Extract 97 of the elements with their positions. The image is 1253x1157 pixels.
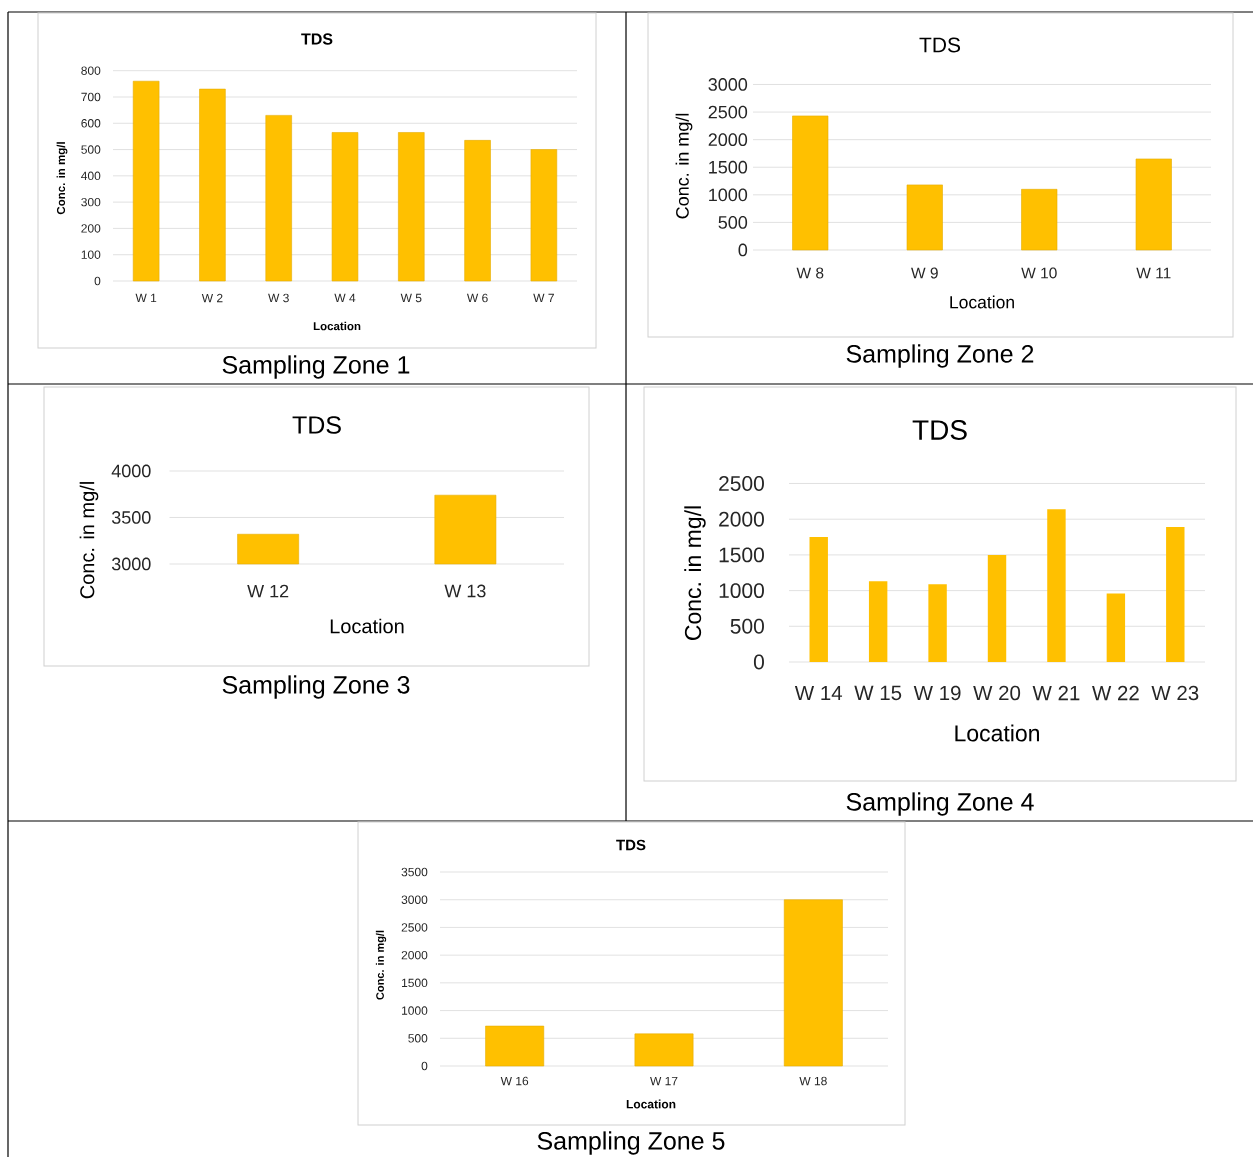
y-tick-label: 1500 — [719, 547, 764, 563]
y-tick-label: 500 — [730, 618, 764, 634]
y-tick-label: 3500 — [401, 867, 428, 877]
x-tick-label: W 14 — [794, 685, 843, 701]
bar — [634, 1033, 694, 1067]
bar — [1135, 158, 1172, 251]
y-tick-label: 0 — [738, 243, 748, 257]
bar — [199, 88, 226, 282]
x-tick-label: W 5 — [400, 293, 422, 303]
x-axis-title: Location — [626, 1099, 676, 1109]
y-axis-title: Conc. in mg/l — [684, 506, 706, 641]
text: Sampling Zone 1 — [222, 355, 410, 379]
y-axis-title: Conc. in mg/l — [375, 930, 387, 1000]
x-tick-label: W 15 — [854, 685, 902, 701]
y-tick-label: 1000 — [402, 1006, 428, 1015]
y-tick-label: 3500 — [111, 511, 151, 524]
bar — [1021, 189, 1058, 251]
y-tick-label: 3000 — [401, 895, 428, 904]
y-axis-title: Conc. in mg/l — [79, 482, 99, 599]
y-tick-label: 3000 — [111, 557, 151, 571]
x-tick-label: W 7 — [533, 293, 554, 303]
bar — [783, 899, 843, 1067]
x-tick-label: W 3 — [268, 293, 289, 303]
text: Sampling Zone 3 — [222, 675, 410, 699]
y-axis-title: Conc. in mg/l — [56, 142, 68, 215]
y-tick-label: 200 — [81, 224, 101, 233]
x-axis-title: Location — [313, 321, 361, 331]
x-tick-label: W 10 — [1021, 267, 1057, 279]
x-tick-label: W 21 — [1032, 685, 1080, 701]
y-tick-label: 1500 — [709, 160, 748, 174]
y-tick-label: 300 — [81, 197, 101, 207]
chart-title: TDS — [616, 839, 646, 851]
bar — [906, 184, 943, 251]
x-tick-label: W 18 — [799, 1076, 827, 1086]
text: Sampling Zone 2 — [846, 344, 1034, 368]
bar — [1166, 527, 1185, 662]
y-tick-label: 2000 — [708, 133, 748, 147]
text: Sampling Zone 4 — [846, 792, 1034, 816]
y-tick-label: 100 — [81, 250, 101, 259]
x-tick-label: W 9 — [911, 267, 938, 279]
y-tick-label: 2500 — [708, 105, 748, 119]
bar — [331, 132, 359, 282]
text: Sampling Zone 5 — [537, 1131, 725, 1155]
bar — [398, 132, 425, 282]
y-tick-label: 500 — [718, 216, 748, 229]
chart-title: TDS — [292, 416, 341, 434]
y-axis-title: Conc. in mg/l — [675, 113, 693, 219]
y-tick-label: 0 — [94, 276, 101, 286]
y-tick-label: 2500 — [719, 476, 764, 491]
bar — [792, 115, 829, 251]
y-tick-label: 600 — [81, 119, 101, 128]
y-tick-label: 500 — [408, 1034, 428, 1043]
x-axis-title: Location — [950, 295, 1014, 309]
chart-title: TDS — [912, 420, 967, 440]
x-tick-label: W 6 — [466, 293, 488, 303]
chart-title: TDS — [919, 37, 961, 53]
y-tick-label: 0 — [421, 1061, 428, 1071]
bar — [132, 80, 160, 282]
x-tick-label: W 17 — [650, 1076, 678, 1086]
bar — [1047, 509, 1066, 662]
y-tick-label: 500 — [81, 145, 101, 154]
y-tick-label: 800 — [81, 66, 101, 75]
x-tick-label: W 23 — [1151, 685, 1199, 701]
x-tick-label: W 12 — [247, 584, 289, 598]
y-tick-label: 2000 — [719, 511, 764, 527]
x-tick-label: W 8 — [796, 267, 824, 279]
x-axis-title: Location — [955, 724, 1039, 742]
y-tick-label: 4000 — [111, 464, 151, 478]
bar — [530, 149, 558, 282]
y-tick-label: 1000 — [709, 188, 748, 202]
x-tick-label: W 4 — [334, 293, 356, 303]
x-axis-title: Location — [330, 618, 404, 634]
y-tick-label: 700 — [81, 92, 101, 102]
y-tick-label: 0 — [753, 654, 764, 670]
y-tick-label: 1500 — [402, 978, 428, 988]
bar — [928, 584, 947, 662]
x-tick-label: W 11 — [1136, 267, 1171, 279]
y-tick-label: 2000 — [401, 950, 428, 960]
bar — [868, 581, 888, 662]
bar — [809, 537, 828, 662]
chart-title: TDS — [301, 33, 333, 45]
x-tick-label: W 1 — [135, 293, 157, 303]
x-tick-label: W 22 — [1092, 685, 1139, 701]
bar — [1106, 593, 1126, 662]
bar — [485, 1025, 545, 1067]
y-tick-label: 3000 — [708, 78, 748, 91]
x-tick-label: W 20 — [973, 685, 1021, 701]
y-tick-label: 400 — [81, 171, 101, 181]
x-tick-label: W 13 — [444, 584, 486, 598]
y-tick-label: 1000 — [719, 583, 764, 599]
y-tick-label: 2500 — [401, 923, 428, 932]
bar — [987, 554, 1007, 662]
x-tick-label: W 16 — [500, 1076, 529, 1086]
x-tick-label: W 2 — [201, 293, 223, 303]
bar — [464, 140, 491, 282]
x-tick-label: W 19 — [913, 685, 961, 701]
bar — [265, 115, 292, 282]
